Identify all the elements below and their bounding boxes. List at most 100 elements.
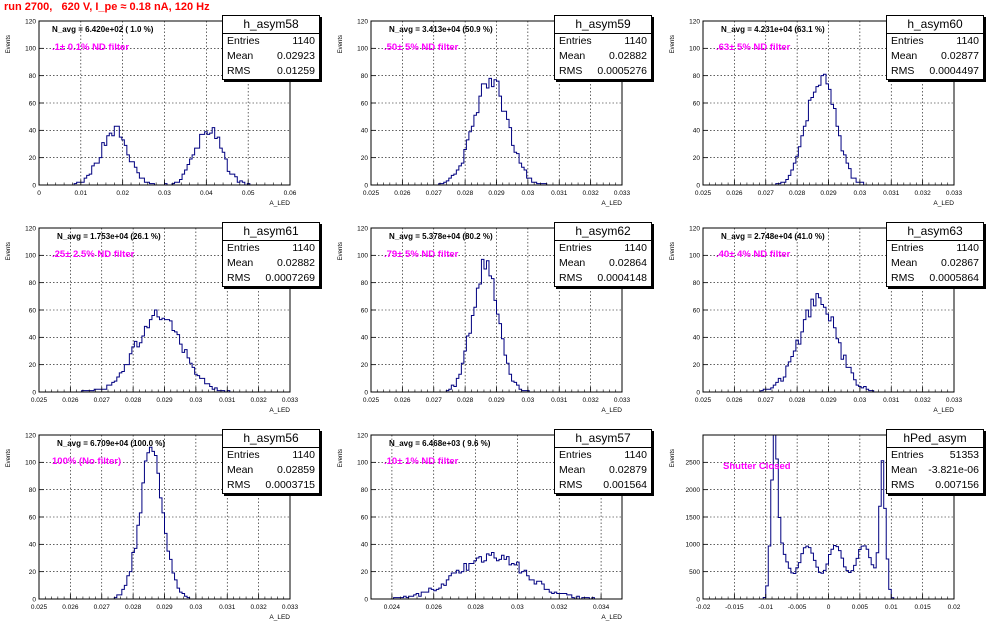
stat-rms: RMS 0.0005864 [887,271,983,286]
x-tick-label: 0.03 [511,604,524,611]
stat-mean-label: Mean [891,50,918,62]
x-tick-label: 0.033 [946,190,963,197]
stat-box: h_asym58 Entries 1140 Mean 0.02923 RMS 0.01259 [222,15,320,80]
stat-mean: Mean 0.02923 [223,49,319,64]
histogram-plot: 0.025 0.026 0.027 0.028 0.029 0.03 0.031 0.032 0… [670,225,963,414]
x-tick-label: 0.027 [94,604,111,611]
x-tick-label: 0.025 [695,397,712,404]
y-tick-label: 20 [693,155,701,162]
x-tick-label: 0.01 [885,604,898,611]
stat-rms-label: RMS [227,65,251,77]
y-axis-label: Events [670,449,676,467]
histogram-panel-h_asym57: 0.024 0.026 0.028 0.03 0.032 0.034 0 20 40 60 80 10… [332,424,663,630]
y-tick-label: 80 [29,280,37,287]
x-tick-label: 0.024 [384,604,401,611]
x-tick-label: 0.031 [551,397,568,404]
stat-entries: Entries 1140 [887,34,983,49]
x-tick-label: 0 [827,604,831,611]
stat-rms-value: 0.0007269 [265,272,315,284]
x-tick-label: 0.029 [820,190,837,197]
stat-entries-label: Entries [227,242,260,254]
x-tick-label: 0.028 [789,190,806,197]
stat-rms: RMS 0.007156 [887,478,983,493]
y-tick-label: 20 [29,569,37,576]
x-tick-label: 0.03 [522,190,535,197]
stat-entries-value: 1140 [956,35,979,47]
x-tick-label: 0.02 [116,190,129,197]
x-tick-label: 0.029 [488,190,505,197]
stat-rms-label: RMS [891,65,915,77]
x-tick-label: 0.06 [284,190,297,197]
y-tick-label: 20 [361,155,369,162]
x-tick-label: -0.02 [696,604,711,611]
x-axis-label: A_LED [933,407,954,414]
histogram-name: h_asym58 [223,16,319,34]
stat-entries-value: 1140 [624,35,647,47]
stat-box: h_asym56 Entries 1140 Mean 0.02859 RMS 0.00037… [222,429,320,494]
x-axis-label: A_LED [933,200,954,207]
x-tick-label: 0.027 [426,190,443,197]
stat-mean: Mean 0.02864 [555,256,651,271]
filter-annotation: .50± 5% ND filter [384,42,459,53]
x-tick-label: 0.026 [426,604,443,611]
stat-box: hPed_asym Entries 51353 Mean -3.821e-06 RMS 0.… [886,429,984,494]
histogram-name: h_asym63 [887,223,983,241]
y-tick-label: 0 [696,596,700,603]
y-tick-label: 120 [25,18,36,25]
x-tick-label: 0.01 [75,190,88,197]
n-avg-label: N_avg = 6.420e+02 ( 1.0 %) [52,25,154,34]
y-tick-label: 0 [32,596,36,603]
histogram-panel-h_asym61: 0.025 0.026 0.027 0.028 0.029 0.03 0.031 0.032 0… [0,217,331,423]
x-tick-label: 0.03 [190,397,203,404]
stat-mean-value: 0.02923 [277,50,315,62]
x-axis-label: A_LED [269,407,290,414]
x-tick-label: 0.026 [726,397,743,404]
stat-entries-value: 1140 [292,449,315,461]
y-tick-label: 20 [361,362,369,369]
y-tick-label: 60 [29,100,37,107]
stat-rms-value: 0.007156 [935,479,979,491]
x-axis-label: A_LED [601,614,622,621]
x-tick-label: 0.033 [614,397,631,404]
histogram-panel-hPed_asym: -0.02 -0.015 -0.01 -0.005 0 0.005 0.01 0.015 0.0… [664,424,995,630]
y-tick-label: 0 [696,389,700,396]
histogram-name: hPed_asym [887,430,983,448]
x-tick-label: 0.026 [726,190,743,197]
filter-annotation: .1± 0.1% ND filter [52,42,130,53]
stat-entries-label: Entries [891,35,924,47]
stat-mean: Mean -3.821e-06 [887,463,983,478]
y-tick-label: 20 [693,362,701,369]
stat-entries-label: Entries [227,35,260,47]
x-tick-label: 0.028 [467,604,484,611]
histogram-plot: 0.025 0.026 0.027 0.028 0.029 0.03 0.031 0.032 0… [338,225,631,414]
histogram-name: h_asym61 [223,223,319,241]
y-tick-label: 120 [357,432,368,439]
histogram-plot: 0 0.01 0.02 0.03 0.04 0.05 0.06 0 20 40 60 80 100 120… [6,18,297,207]
stat-rms-value: 0.0005276 [597,65,647,77]
y-tick-label: 100 [357,253,368,260]
filter-annotation: .63± 5% ND filter [716,42,791,53]
stat-rms: RMS 0.0007269 [223,271,319,286]
stat-entries-label: Entries [891,242,924,254]
stat-entries-value: 1140 [956,242,979,254]
filter-annotation: 100% (No filter) [52,456,122,467]
stat-mean-label: Mean [559,464,586,476]
x-tick-label: 0.032 [914,190,931,197]
y-tick-label: 40 [361,542,369,549]
n-avg-label: N_avg = 3.413e+04 (50.9 %) [389,25,493,34]
y-tick-label: 100 [357,460,368,467]
y-tick-label: 100 [25,253,36,260]
histogram-plot: 0.024 0.026 0.028 0.03 0.032 0.034 0 20 40 60 80 10… [338,432,623,621]
stat-box: h_asym57 Entries 1140 Mean 0.02879 RMS 0.00156… [554,429,652,494]
filter-annotation: .79± 5% ND filter [384,249,459,260]
y-tick-label: 40 [361,128,369,135]
stat-rms-value: 0.0005864 [929,272,979,284]
n-avg-label: N_avg = 6.468e+03 ( 9.6 %) [389,439,491,448]
stat-rms-value: 0.0004497 [929,65,979,77]
stat-rms-label: RMS [227,479,251,491]
stat-entries: Entries 1140 [223,448,319,463]
stat-box: h_asym60 Entries 1140 Mean 0.02877 RMS 0.00044… [886,15,984,80]
filter-annotation: Shutter Closed [723,461,791,472]
stat-rms: RMS 0.0003715 [223,478,319,493]
filter-annotation: .40± 4% ND filter [716,249,791,260]
